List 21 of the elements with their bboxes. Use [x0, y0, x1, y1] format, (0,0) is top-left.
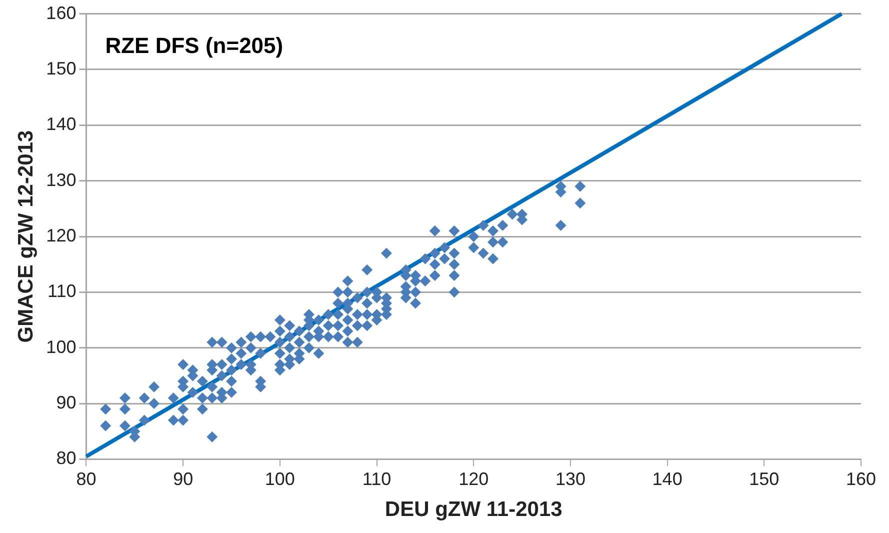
- x-axis-title: DEU gZW 11-2013: [384, 498, 562, 522]
- y-tick-label: 120: [46, 225, 76, 246]
- y-tick-label: 140: [46, 114, 76, 134]
- y-tick-label: 130: [46, 170, 76, 190]
- x-tick-label: 150: [749, 468, 780, 489]
- x-tick-label: 140: [652, 468, 682, 489]
- x-tick-label: 120: [458, 468, 489, 489]
- annotation: RZE DFS (n=205): [105, 32, 284, 58]
- y-tick-label: 90: [56, 392, 76, 412]
- x-tick-label: 110: [362, 468, 392, 489]
- y-axis-title: GMACE gZW 12-2013: [14, 130, 38, 343]
- y-tick-label: 100: [46, 336, 76, 357]
- y-tick-label: 150: [46, 58, 76, 78]
- x-tick-label: 160: [846, 468, 876, 489]
- y-tick-label: 80: [56, 448, 76, 468]
- x-tick-label: 80: [76, 468, 96, 489]
- y-tick-label: 160: [46, 2, 76, 23]
- x-tick-label: 100: [264, 468, 295, 489]
- x-tick-label: 130: [555, 468, 586, 489]
- x-tick-label: 90: [173, 468, 194, 489]
- y-tick-label: 110: [48, 281, 76, 302]
